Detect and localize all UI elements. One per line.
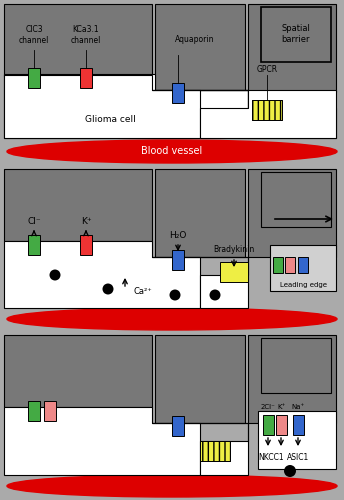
Bar (4, 335, 152, 407)
Bar (263, 415, 274, 435)
Polygon shape (4, 407, 200, 475)
Bar (220, 262, 248, 282)
Bar (2, 333, 342, 497)
Text: K⁺: K⁺ (81, 218, 91, 226)
Text: NKCC1: NKCC1 (258, 452, 284, 462)
Bar (248, 169, 336, 257)
Bar (44, 401, 56, 421)
Text: KCa3.1
channel: KCa3.1 channel (71, 26, 101, 44)
Text: Na⁺: Na⁺ (291, 404, 305, 410)
Bar (248, 4, 336, 92)
Bar (298, 257, 308, 273)
Bar (155, 169, 245, 257)
Bar (270, 245, 336, 291)
Text: ClC3
channel: ClC3 channel (19, 26, 49, 44)
Polygon shape (152, 90, 336, 138)
Text: Blood vessel: Blood vessel (141, 146, 203, 156)
Bar (172, 416, 184, 436)
Polygon shape (4, 241, 200, 308)
Bar (200, 441, 230, 461)
Bar (293, 415, 304, 435)
Bar (261, 338, 331, 393)
Ellipse shape (50, 270, 61, 280)
Bar (80, 68, 92, 88)
Ellipse shape (284, 465, 296, 477)
Bar (155, 4, 245, 92)
Bar (285, 257, 295, 273)
Bar (276, 415, 287, 435)
Polygon shape (155, 90, 336, 138)
Text: Ca²⁺: Ca²⁺ (133, 286, 152, 296)
Bar (261, 7, 331, 62)
Bar (261, 172, 331, 227)
Bar (248, 335, 336, 423)
Bar (252, 100, 282, 120)
Bar (172, 250, 184, 270)
Text: Leading edge: Leading edge (279, 282, 326, 288)
Text: 2Cl⁻: 2Cl⁻ (260, 404, 276, 410)
Bar (155, 335, 245, 423)
Text: H₂O: H₂O (169, 232, 187, 240)
Polygon shape (4, 74, 248, 138)
Ellipse shape (209, 290, 221, 300)
Ellipse shape (103, 284, 114, 294)
Polygon shape (152, 423, 248, 475)
Polygon shape (4, 75, 200, 138)
Bar (200, 441, 230, 461)
Text: Bradykinin: Bradykinin (213, 246, 255, 254)
Ellipse shape (7, 308, 337, 330)
Text: Aquaporin: Aquaporin (175, 36, 215, 44)
Bar (4, 4, 152, 76)
Bar (273, 257, 283, 273)
Ellipse shape (7, 475, 337, 497)
Bar (28, 68, 40, 88)
Bar (80, 235, 92, 255)
Text: Cl⁻: Cl⁻ (27, 218, 41, 226)
Bar (28, 401, 40, 421)
Text: K⁺: K⁺ (277, 404, 285, 410)
Polygon shape (152, 257, 248, 308)
Bar (172, 83, 184, 103)
Bar (2, 2, 342, 163)
Bar (258, 411, 336, 469)
Bar (28, 235, 40, 255)
Text: Spatial
barrier: Spatial barrier (281, 24, 310, 44)
Bar (2, 167, 342, 330)
Text: Glioma cell: Glioma cell (85, 116, 136, 124)
Bar (4, 169, 152, 241)
Text: ASIC1: ASIC1 (287, 452, 309, 462)
Text: GPCR: GPCR (256, 66, 278, 74)
Ellipse shape (170, 290, 181, 300)
Bar (252, 100, 282, 120)
Ellipse shape (7, 140, 337, 163)
